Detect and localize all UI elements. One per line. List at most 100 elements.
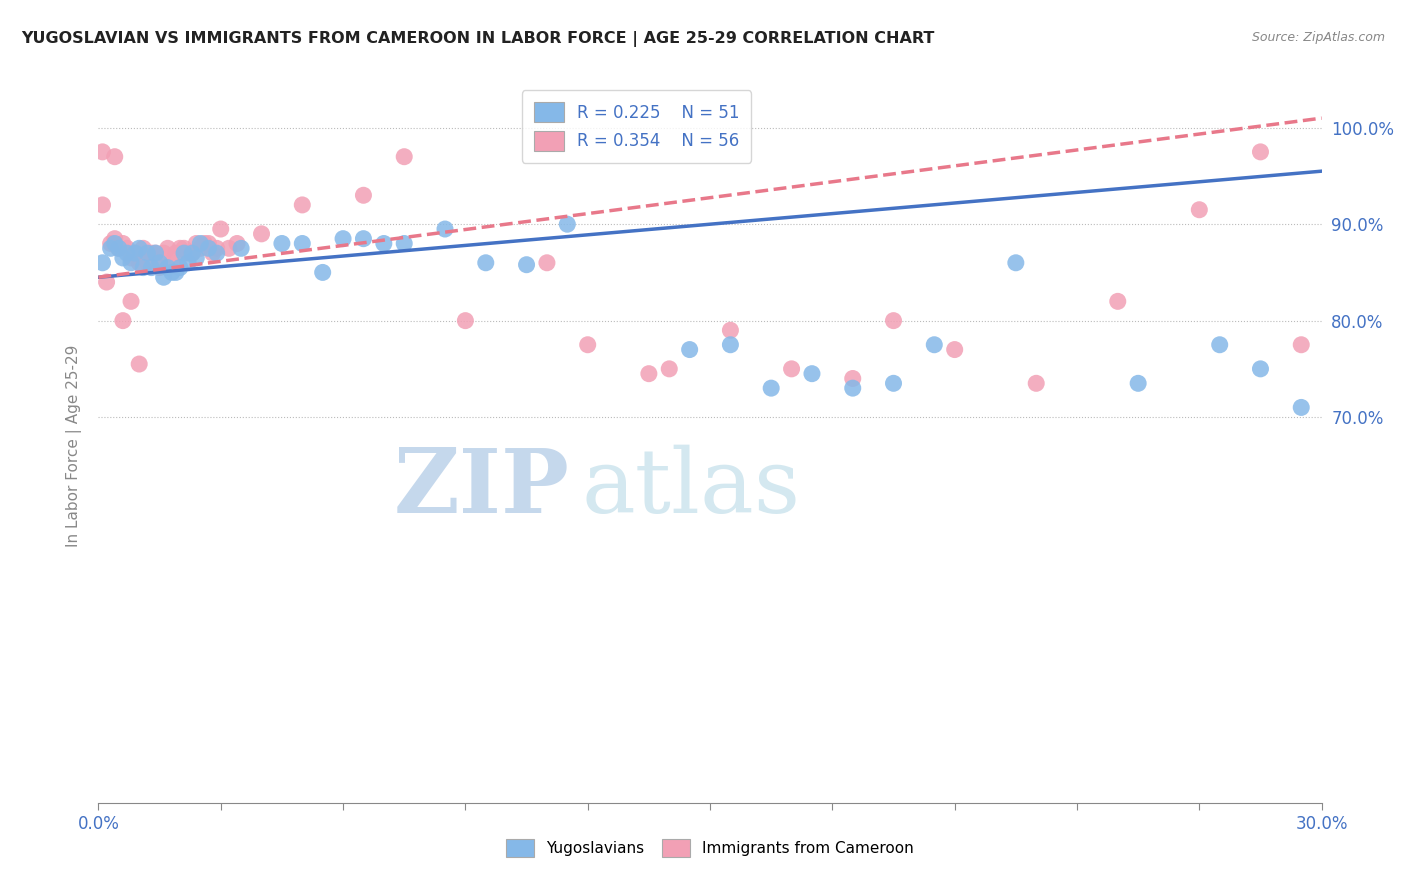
Point [141, 246, 163, 260]
Point [115, 246, 138, 260]
Point [120, 256, 142, 270]
Point [434, 222, 457, 236]
Point [169, 260, 191, 275]
Point [132, 260, 155, 275]
Point [186, 236, 208, 251]
Point [186, 251, 208, 265]
Text: YUGOSLAVIAN VS IMMIGRANTS FROM CAMEROON IN LABOR FORCE | AGE 25-29 CORRELATION C: YUGOSLAVIAN VS IMMIGRANTS FROM CAMEROON … [21, 31, 935, 47]
Point [124, 246, 146, 260]
Point [1107, 294, 1129, 309]
Text: atlas: atlas [582, 445, 800, 533]
Point [205, 241, 228, 255]
Point [474, 256, 498, 270]
Point [169, 241, 191, 255]
Point [120, 294, 142, 309]
Point [658, 362, 681, 376]
Point [1128, 376, 1150, 391]
Point [205, 246, 228, 260]
Point [124, 246, 146, 260]
Point [231, 241, 253, 255]
Point [96, 275, 118, 289]
Point [128, 241, 150, 255]
Point [104, 150, 127, 164]
Point [943, 343, 966, 357]
Point [193, 236, 215, 251]
Point [291, 198, 314, 212]
Point [841, 381, 863, 395]
Point [761, 381, 783, 395]
Point [1004, 256, 1026, 270]
Point [883, 376, 905, 391]
Point [1025, 376, 1047, 391]
Point [516, 258, 538, 272]
Text: Source: ZipAtlas.com: Source: ZipAtlas.com [1251, 31, 1385, 45]
Point [291, 236, 314, 251]
Point [111, 313, 134, 327]
Point [149, 260, 172, 275]
Point [312, 265, 335, 279]
Point [1291, 337, 1313, 351]
Point [922, 337, 945, 351]
Point [352, 188, 374, 202]
Point [152, 246, 174, 260]
Point [1209, 337, 1232, 351]
Point [108, 241, 131, 255]
Point [115, 241, 138, 255]
Point [679, 343, 702, 357]
Point [576, 337, 599, 351]
Point [270, 236, 294, 251]
Point [801, 367, 824, 381]
Point [156, 241, 179, 255]
Point [145, 246, 167, 260]
Point [91, 198, 114, 212]
Point [100, 236, 122, 251]
Point [250, 227, 273, 241]
Point [1291, 401, 1313, 415]
Legend: Yugoslavians, Immigrants from Cameroon: Yugoslavians, Immigrants from Cameroon [498, 830, 922, 866]
Point [91, 256, 114, 270]
Point [536, 256, 558, 270]
Point [718, 323, 742, 337]
Point [780, 362, 803, 376]
Point [1249, 362, 1271, 376]
Y-axis label: In Labor Force | Age 25-29: In Labor Force | Age 25-29 [66, 345, 82, 547]
Point [555, 217, 579, 231]
Point [197, 236, 219, 251]
Point [145, 246, 167, 260]
Point [165, 265, 187, 279]
Point [226, 236, 249, 251]
Point [181, 246, 204, 260]
Point [141, 260, 163, 275]
Point [454, 313, 477, 327]
Point [883, 313, 905, 327]
Point [152, 270, 174, 285]
Point [136, 256, 159, 270]
Point [209, 222, 232, 236]
Point [373, 236, 395, 251]
Point [128, 256, 150, 270]
Point [352, 232, 374, 246]
Point [197, 241, 219, 255]
Point [173, 246, 195, 260]
Point [111, 236, 134, 251]
Point [108, 241, 131, 255]
Point [392, 236, 416, 251]
Point [120, 251, 142, 265]
Point [392, 150, 416, 164]
Point [156, 260, 179, 275]
Point [173, 241, 195, 255]
Point [332, 232, 354, 246]
Point [100, 241, 122, 255]
Point [160, 256, 183, 270]
Point [128, 357, 150, 371]
Point [181, 246, 204, 260]
Point [637, 367, 661, 381]
Point [188, 241, 212, 255]
Point [136, 246, 159, 260]
Point [111, 251, 134, 265]
Point [1188, 202, 1211, 217]
Point [149, 256, 172, 270]
Point [104, 232, 127, 246]
Point [718, 337, 742, 351]
Point [177, 256, 200, 270]
